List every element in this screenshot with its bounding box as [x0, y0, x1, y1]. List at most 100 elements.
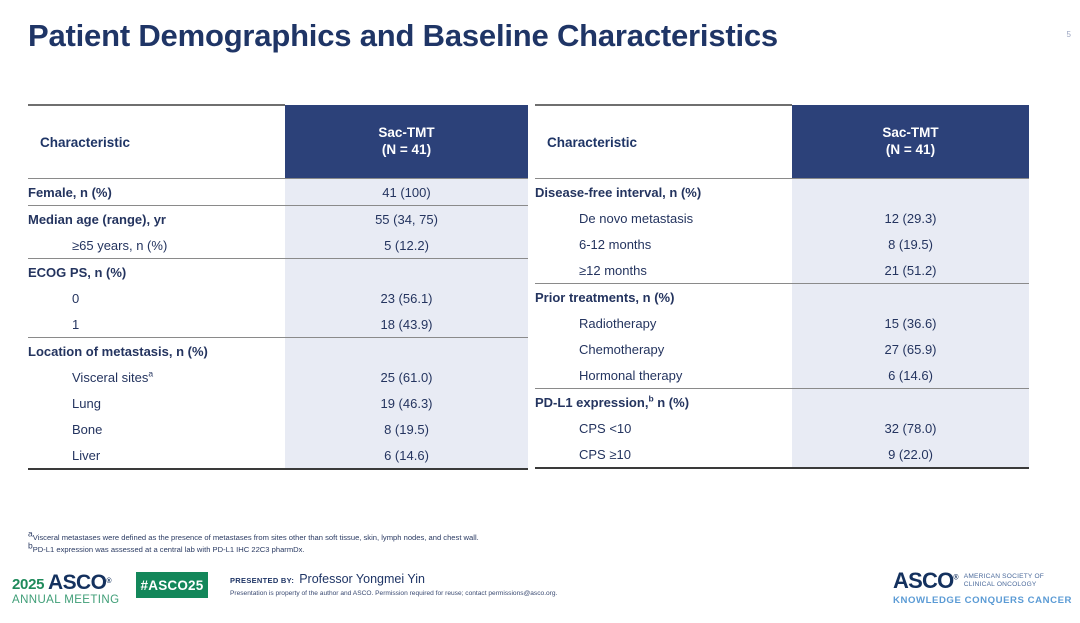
row-value: 27 (65.9)	[792, 336, 1029, 362]
row-label: CPS ≥10	[535, 441, 792, 468]
row-section-label: Female, n (%)	[28, 178, 285, 206]
table-row: Liver 6 (14.6)	[28, 442, 528, 469]
table-row: ≥12 months 21 (51.2)	[535, 257, 1029, 284]
asco-society-logo: ASCO® AMERICAN SOCIETY OF CLINICAL ONCOL…	[893, 568, 1072, 607]
row-value: 23 (56.1)	[285, 285, 528, 311]
column-header-arm: Sac-TMT (N = 41)	[285, 105, 528, 179]
row-label: ≥65 years, n (%)	[28, 232, 285, 259]
row-label: Liver	[28, 442, 285, 469]
column-header-characteristic: Characteristic	[535, 104, 792, 179]
table-row: CPS ≥10 9 (22.0)	[535, 441, 1029, 468]
spacer	[535, 467, 792, 470]
column-header-arm: Sac-TMT (N = 41)	[792, 105, 1029, 179]
row-section-label: Median age (range), yr	[28, 205, 285, 232]
table-row: Visceral sitesa 25 (61.0)	[28, 364, 528, 390]
demographics-table-left: Characteristic Sac-TMT (N = 41) Female, …	[28, 104, 528, 471]
row-section-label: ECOG PS, n (%)	[28, 258, 285, 285]
footnote: aVisceral metastases were defined as the…	[28, 528, 479, 542]
demographics-table-right: Characteristic Sac-TMT (N = 41) Disease-…	[535, 104, 1029, 470]
row-section-label: PD-L1 expression,b n (%)	[535, 388, 792, 415]
asco-society-subtitle: AMERICAN SOCIETY OF CLINICAL ONCOLOGY	[964, 573, 1044, 589]
row-label: ≥12 months	[535, 257, 792, 284]
presented-by-label: PRESENTED BY:	[230, 576, 295, 585]
registered-mark-icon: ®	[106, 578, 112, 585]
arm-n: (N = 41)	[885, 141, 936, 157]
table-header-row: Characteristic Sac-TMT (N = 41)	[535, 104, 1029, 179]
meeting-brand: ASCO	[48, 571, 107, 594]
row-value: 25 (61.0)	[285, 364, 528, 390]
row-value: 21 (51.2)	[792, 257, 1029, 284]
table-row: Location of metastasis, n (%)	[28, 337, 528, 364]
row-value: 41 (100)	[285, 178, 528, 206]
row-value: 8 (19.5)	[792, 231, 1029, 257]
footnote-marker: b	[648, 393, 654, 404]
table-body-left: Female, n (%) 41 (100) Median age (range),…	[28, 178, 528, 471]
meeting-year: 2025	[12, 576, 45, 593]
spacer	[285, 468, 528, 471]
presented-by-block: PRESENTED BY: Professor Yongmei Yin Pres…	[230, 572, 557, 597]
row-section-label: Disease-free interval, n (%)	[535, 178, 792, 205]
row-value	[792, 178, 1029, 205]
row-label: 0	[28, 285, 285, 311]
table-row: 6-12 months 8 (19.5)	[535, 231, 1029, 257]
table-row: Lung 19 (46.3)	[28, 390, 528, 416]
footnote-marker: a	[28, 528, 33, 539]
row-value	[285, 258, 528, 285]
table-row: Bone 8 (19.5)	[28, 416, 528, 442]
table-header-row: Characteristic Sac-TMT (N = 41)	[28, 104, 528, 179]
row-label: Visceral sitesa	[28, 364, 285, 390]
asco-subtitle-line1: AMERICAN SOCIETY OF	[963, 572, 1044, 580]
arm-n: (N = 41)	[381, 141, 432, 157]
row-value	[792, 388, 1029, 415]
row-value: 19 (46.3)	[285, 390, 528, 416]
asco-tagline: KNOWLEDGE CONQUERS CANCER	[893, 595, 1072, 606]
row-value: 15 (36.6)	[792, 310, 1029, 336]
row-label: 1	[28, 311, 285, 338]
table-row: Disease-free interval, n (%)	[535, 178, 1029, 205]
table-row: 1 18 (43.9)	[28, 311, 528, 338]
row-label: Bone	[28, 416, 285, 442]
rights-note: Presentation is property of the author a…	[230, 590, 558, 597]
registered-mark-icon: ®	[953, 574, 958, 582]
slide-footer: 2025 ASCO® ANNUAL MEETING #ASCO25 PRESEN…	[0, 566, 1080, 623]
row-label: CPS <10	[535, 415, 792, 441]
table-row: Hormonal therapy 6 (14.6)	[535, 362, 1029, 389]
asco-subtitle-line2: CLINICAL ONCOLOGY	[963, 581, 1037, 588]
row-label: 6-12 months	[535, 231, 792, 257]
row-value: 55 (34, 75)	[285, 205, 528, 232]
table-row: Prior treatments, n (%)	[535, 283, 1029, 310]
row-value	[285, 337, 528, 364]
spacer	[28, 468, 285, 471]
footnote: bPD-L1 expression was assessed at a cent…	[28, 540, 305, 554]
row-section-label: Location of metastasis, n (%)	[28, 337, 285, 364]
column-header-characteristic: Characteristic	[28, 104, 285, 179]
asco-annual-meeting-logo: 2025 ASCO® ANNUAL MEETING	[12, 572, 119, 607]
table-row: ≥65 years, n (%) 5 (12.2)	[28, 232, 528, 259]
table-body-right: Disease-free interval, n (%) De novo meta…	[535, 178, 1029, 470]
presenter-name: Professor Yongmei Yin	[299, 572, 425, 586]
row-label: Radiotherapy	[535, 310, 792, 336]
table-row: Radiotherapy 15 (36.6)	[535, 310, 1029, 336]
table-bottom-rule	[535, 467, 1029, 470]
table-row: Chemotherapy 27 (65.9)	[535, 336, 1029, 362]
row-value: 5 (12.2)	[285, 232, 528, 259]
table-bottom-rule	[28, 468, 528, 471]
table-row: PD-L1 expression,b n (%)	[535, 388, 1029, 415]
arm-name: Sac-TMT	[378, 124, 435, 140]
page-number: 5	[1066, 30, 1071, 39]
footnote-marker: b	[28, 540, 33, 551]
row-value: 6 (14.6)	[285, 442, 528, 469]
row-value	[792, 283, 1029, 310]
table-row: ECOG PS, n (%)	[28, 258, 528, 285]
asco-wordmark: ASCO®	[893, 568, 959, 593]
table-row: De novo metastasis 12 (29.3)	[535, 205, 1029, 231]
row-label: Chemotherapy	[535, 336, 792, 362]
row-value: 18 (43.9)	[285, 311, 528, 338]
row-label: De novo metastasis	[535, 205, 792, 231]
hashtag-badge: #ASCO25	[136, 572, 208, 598]
table-row: CPS <10 32 (78.0)	[535, 415, 1029, 441]
table-row: Median age (range), yr 55 (34, 75)	[28, 205, 528, 232]
row-value: 32 (78.0)	[792, 415, 1029, 441]
row-label: Hormonal therapy	[535, 362, 792, 389]
